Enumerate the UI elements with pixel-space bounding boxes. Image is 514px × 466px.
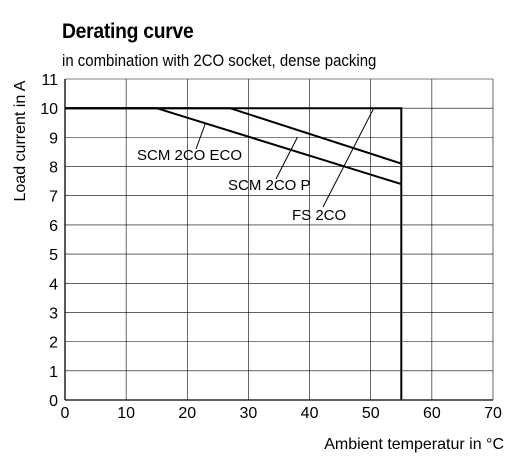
y-tick-label: 4 <box>49 276 58 293</box>
x-tick-label: 30 <box>240 405 258 422</box>
annotation-leader <box>322 107 375 208</box>
tick-labels: 0 10 20 30 40 50 60 70 0 1 2 3 4 5 6 7 8 9 10 11 <box>40 72 502 422</box>
series-lines <box>65 107 403 400</box>
y-tick-label: 2 <box>49 335 58 352</box>
y-tick-label: 5 <box>49 247 58 264</box>
x-tick-label: 60 <box>423 405 441 422</box>
x-tick-label: 70 <box>484 405 502 422</box>
y-tick-label: 11 <box>41 72 58 89</box>
y-tick-label: 0 <box>49 393 58 410</box>
x-tick-label: 20 <box>178 405 196 422</box>
y-tick-label: 9 <box>49 130 58 147</box>
x-tick-label: 50 <box>362 405 380 422</box>
x-axis-label: Ambient temperatur in °C <box>324 436 504 453</box>
x-tick-label: 0 <box>61 405 70 422</box>
annotation-label: SCM 2CO P <box>228 177 311 194</box>
y-tick-label: 6 <box>49 218 58 235</box>
y-tick-label: 1 <box>49 364 58 381</box>
annotation-label: FS 2CO <box>292 207 346 224</box>
y-axis-label: Load current in A <box>12 80 29 201</box>
annotation-leader <box>275 137 298 180</box>
y-tick-label: 7 <box>49 189 58 206</box>
y-tick-label: 3 <box>49 305 58 322</box>
y-tick-label: 10 <box>40 101 58 118</box>
x-tick-label: 40 <box>301 405 319 422</box>
x-tick-label: 10 <box>117 405 135 422</box>
annotations: SCM 2CO ECO SCM 2CO P FS 2CO <box>137 107 375 224</box>
y-tick-label: 8 <box>49 160 58 177</box>
chart-title: Derating curve <box>62 20 194 43</box>
grid-lines <box>64 78 494 401</box>
chart-subtitle: in combination with 2CO socket, dense pa… <box>62 51 377 70</box>
series-line <box>65 107 403 400</box>
annotation-label: SCM 2CO ECO <box>137 147 242 164</box>
axes <box>64 79 493 401</box>
annotation-leader <box>195 122 207 150</box>
